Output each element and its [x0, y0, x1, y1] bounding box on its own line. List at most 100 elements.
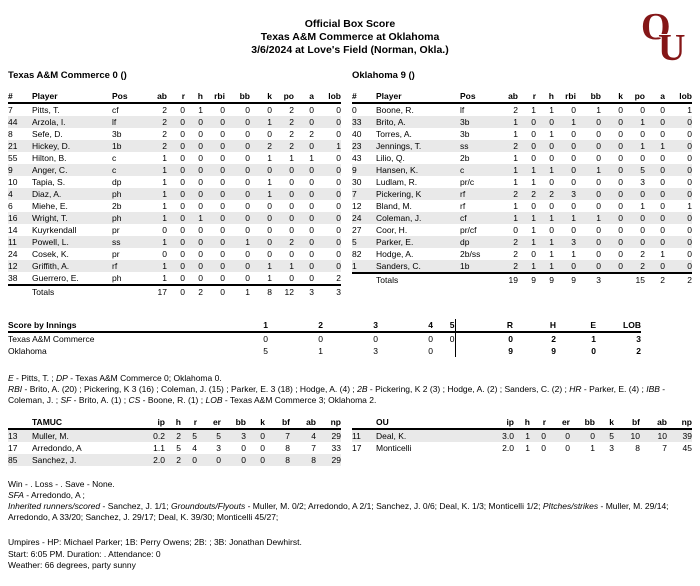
logo-letter-o: O — [641, 6, 671, 48]
note-text: - Arredondo, A ; — [23, 490, 85, 500]
footer-notes: Umpires - HP: Michael Parker; 1B: Perry … — [0, 537, 700, 572]
batting-row: 30 Ludlam, R. pr/c 1 1 0 0 0 0 3 0 0 — [352, 177, 692, 187]
away-team-line: Texas A&M Commerce 0 () — [8, 70, 127, 81]
home-team-line: Oklahoma 9 () — [352, 70, 415, 81]
batting-row: 10 Tapia, S. dp 1 0 0 0 0 1 0 0 0 — [8, 177, 341, 187]
batting-row: 1 Sanders, C. 1b 2 1 1 0 0 0 2 0 0 — [352, 260, 692, 273]
score-by-innings-section: Score by Innings 1 2 3 4 5 R H E LOB Texas A&M Com… — [8, 319, 700, 357]
home-batting-column: Oklahoma 9 () # Player Pos ab r h rbi bb k po a lob… — [352, 70, 692, 298]
note-stat-label: SFA — [8, 490, 24, 500]
note-stat-label: CS — [128, 395, 141, 405]
title-line-3: 3/6/2024 at Love's Field (Norman, Okla.) — [251, 44, 449, 56]
batting-row: 4 Diaz, A. ph 1 0 0 0 0 1 0 0 0 — [8, 188, 341, 200]
pitching-row: 17 Arredondo, A 1.1 5 4 3 0 0 8 7 33 — [8, 443, 341, 453]
batting-row: 12 Bland, M. rf 1 0 0 0 0 0 1 0 1 — [352, 201, 692, 211]
note-text: - Coleman, J. ; — [8, 384, 666, 405]
pitching-note-line: Inherited runners/scored - Sanchez, J. 1… — [8, 501, 692, 523]
batting-row: 23 Jennings, T. ss 2 0 0 0 0 0 1 1 0 — [352, 140, 692, 152]
note-stat-label: Inherited runners/scored — [8, 501, 101, 511]
note-stat-label: DP — [56, 373, 68, 383]
note-stat-label: SF — [60, 395, 72, 405]
innings-row: Texas A&M Commerce 0 0 0 0 0 0 2 1 3 — [8, 332, 641, 345]
innings-row: Oklahoma 5 1 3 0 9 9 0 2 — [8, 345, 641, 357]
ou-logo-icon: O U — [640, 6, 692, 70]
note-text: - Pickering, K 2 (3) ; Hodge, A. (2) ; S… — [367, 384, 570, 394]
batting-row: 0 Boone, R. lf 2 1 1 0 1 0 0 0 1 — [352, 105, 692, 115]
weather-line: Weather: 66 degrees, party sunny — [8, 560, 136, 570]
score-by-innings-table: Score by Innings 1 2 3 4 5 R H E LOB Texas A&M Com… — [8, 319, 641, 357]
note-text: - Brito, A. (1) ; — [71, 395, 129, 405]
batting-totals-row: Totals 19 9 9 9 3 15 2 2 — [352, 272, 692, 286]
batting-row: 9 Anger, C. c 1 0 0 0 0 0 0 0 0 — [8, 164, 341, 176]
batting-row: 8 Sefe, D. 3b 2 0 0 0 0 0 2 2 0 — [8, 129, 341, 139]
batting-note-line: RBI - Brito, A. (20) ; Pickering, K 3 (1… — [8, 384, 692, 406]
pitching-row: 13 Muller, M. 0.2 2 5 5 3 0 7 4 29 — [8, 429, 341, 442]
batting-row: 55 Hilton, B. c 1 0 0 0 0 1 1 1 0 — [8, 153, 341, 163]
batting-row: 24 Cosek, K. pr 0 0 0 0 0 0 0 0 0 — [8, 249, 341, 259]
batting-note-line: E - Pitts, T. ; DP - Texas A&M Commerce … — [8, 373, 692, 384]
title-line-2: Texas A&M Commerce at Oklahoma — [260, 31, 440, 43]
note-text: - Parker, E. (4) ; — [581, 384, 647, 394]
batting-row: 40 Torres, A. 3b 1 0 1 0 0 0 0 0 0 — [352, 129, 692, 139]
note-stat-label: HR — [569, 384, 582, 394]
note-stat-label: LOB — [205, 395, 223, 405]
start-line: Start: 6:05 PM. Duration: . Attendance: … — [8, 548, 161, 559]
logo-letter-u: U — [658, 27, 685, 64]
batting-row: 6 Miehe, E. 2b 1 0 0 0 0 0 0 0 0 — [8, 201, 341, 211]
note-text: - Muller, M. 0/2; Arredondo, A 2/1; Sanc… — [245, 501, 543, 511]
batting-row: 11 Powell, L. ss 1 0 0 0 1 0 2 0 0 — [8, 236, 341, 248]
batting-header-row: # Player Pos ab r h rbi bb k po a lob — [8, 90, 341, 104]
note-stat-label: IBB — [646, 384, 660, 394]
batting-row: 82 Hodge, A. 2b/ss 2 0 1 1 0 0 2 1 0 — [352, 249, 692, 259]
innings-header-row: Score by Innings 1 2 3 4 5 R H E LOB — [8, 319, 641, 333]
ou-logo-svg: O U — [641, 6, 686, 70]
batting-row: 43 Lilio, Q. 2b 1 0 0 0 0 0 0 0 0 — [352, 153, 692, 163]
batting-row: 24 Coleman, J. cf 1 1 1 1 1 0 0 0 0 — [352, 212, 692, 224]
note-stat-label: RBI — [8, 384, 23, 394]
batting-row: 9 Hansen, K. c 1 1 1 0 1 0 5 0 0 — [352, 164, 692, 176]
umpires-line: Umpires - HP: Michael Parker; 1B: Perry … — [8, 537, 302, 547]
batting-totals-row: Totals 17 0 2 0 1 8 12 3 3 — [8, 284, 341, 298]
batting-row: 5 Parker, E. dp 2 1 1 3 0 0 0 0 0 — [352, 236, 692, 248]
batting-row: 21 Hickey, D. 1b 2 0 0 0 0 2 2 0 1 — [8, 140, 341, 152]
note-text: - Pitts, T. ; — [13, 373, 57, 383]
batting-header-row: # Player Pos ab r h rbi bb k po a lob — [352, 90, 692, 104]
pitching-header-row: TAMUC ip h r er bb k bf ab np — [8, 416, 341, 430]
batting-row: 33 Brito, A. 3b 1 0 0 1 0 0 1 0 0 — [352, 116, 692, 128]
note-text: - Boone, R. (1) ; — [140, 395, 206, 405]
note-stat-label: 2B — [357, 384, 368, 394]
note-text: - Texas A&M Commerce 3; Oklahoma 2. — [222, 395, 377, 405]
page-title: Official Box Score Texas A&M Commerce at… — [0, 0, 700, 57]
note-text: - Texas A&M Commerce 0; Oklahoma 0. — [67, 373, 222, 383]
away-batting-table: # Player Pos ab r h rbi bb k po a lob 7 Pitts, T. cf 2 0… — [8, 90, 341, 298]
note-text: - Brito, A. (20) ; Pickering, K 3 (16) ;… — [22, 384, 358, 394]
pitching-notes: Win - . Loss - . Save - None. SFA - Arred… — [0, 479, 700, 523]
batting-notes: E - Pitts, T. ; DP - Texas A&M Commerce … — [0, 373, 700, 406]
home-pitching-table: OU ip h r er bb k bf ab np 11 Deal, K. 3.0 1 0 0 0 5 10 10 3… — [352, 416, 692, 454]
title-line-1: Official Box Score — [304, 18, 396, 30]
batting-section: Texas A&M Commerce 0 () # Player Pos ab r h rb… — [0, 70, 700, 298]
pitching-header-row: OU ip h r er bb k bf ab np — [352, 416, 692, 430]
pitching-row: 11 Deal, K. 3.0 1 0 0 0 5 10 10 39 — [352, 429, 692, 442]
note-text: - Sanchez, J. 1/1; — [100, 501, 172, 511]
batting-row: 44 Arzola, I. lf 2 0 0 0 0 1 2 0 0 — [8, 116, 341, 128]
pitching-row: 85 Sanchez, J. 2.0 2 0 0 0 0 8 8 29 — [8, 454, 341, 466]
away-batting-column: Texas A&M Commerce 0 () # Player Pos ab r h rb… — [8, 70, 341, 298]
pitching-section: TAMUC ip h r er bb k bf ab np 13 Muller, M. 0.2 2 5 5 3 0… — [0, 416, 700, 466]
batting-row: 27 Coor, H. pr/cf 0 1 0 0 0 0 0 0 0 — [352, 225, 692, 235]
note-stat-label: PItches/strikes — [542, 501, 599, 511]
note-stat-label: E — [8, 373, 14, 383]
batting-row: 38 Guerrero, E. ph 1 0 0 0 0 1 0 0 2 — [8, 273, 341, 283]
note-text: Win - . Loss - . Save - None. — [8, 479, 115, 489]
note-stat-label: Groundouts/Flyouts — [171, 501, 246, 511]
note-text: - Muller, M. 29/14; Arredondo, A 33/20; … — [8, 501, 669, 522]
batting-row: 7 Pitts, T. cf 2 0 1 0 0 0 2 0 0 — [8, 105, 341, 115]
away-pitching-table: TAMUC ip h r er bb k bf ab np 13 Muller, M. 0.2 2 5 5 3 0… — [8, 416, 341, 466]
pitching-row: 17 Monticelli 2.0 1 0 0 1 3 8 7 45 — [352, 443, 692, 453]
batting-row: 12 Griffith, A. rf 1 0 0 0 0 1 1 0 0 — [8, 260, 341, 272]
pitching-note-line: Win - . Loss - . Save - None. — [8, 479, 692, 490]
batting-row: 14 Kuyrkendall pr 0 0 0 0 0 0 0 0 0 — [8, 225, 341, 235]
batting-row: 16 Wright, T. ph 1 0 1 0 0 0 0 0 0 — [8, 212, 341, 224]
